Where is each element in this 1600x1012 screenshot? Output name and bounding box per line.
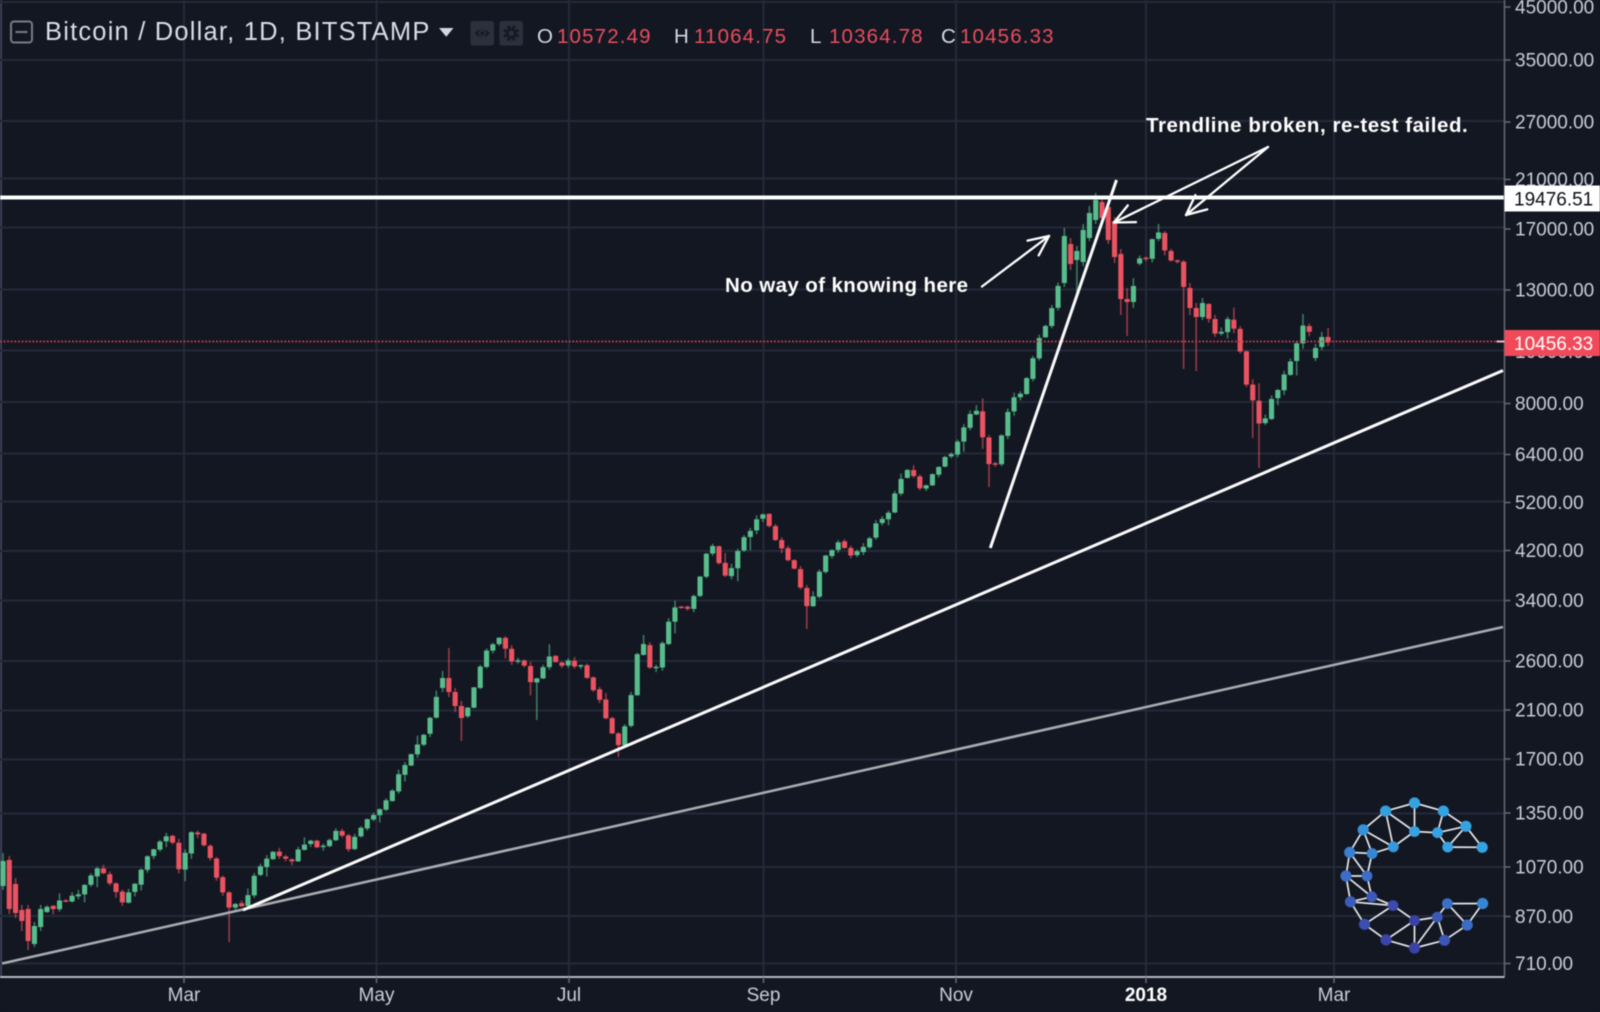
svg-text:H: H (674, 25, 689, 48)
svg-text:Mar: Mar (1318, 985, 1351, 1006)
svg-text:10572.49: 10572.49 (557, 25, 652, 48)
svg-text:May: May (359, 985, 395, 1006)
svg-text:2100.00: 2100.00 (1515, 701, 1584, 722)
svg-text:6400.00: 6400.00 (1515, 445, 1584, 466)
svg-text:870.00: 870.00 (1515, 907, 1573, 928)
svg-text:C: C (941, 25, 956, 48)
svg-text:Nov: Nov (939, 985, 973, 1006)
svg-text:2600.00: 2600.00 (1515, 652, 1584, 673)
svg-text:2018: 2018 (1125, 985, 1167, 1006)
svg-text:1350.00: 1350.00 (1515, 804, 1584, 825)
svg-text:5200.00: 5200.00 (1515, 493, 1584, 514)
svg-text:19476.51: 19476.51 (1514, 190, 1593, 211)
svg-text:11064.75: 11064.75 (694, 25, 787, 48)
svg-text:L: L (810, 25, 821, 48)
svg-text:710.00: 710.00 (1515, 954, 1573, 975)
svg-text:13000.00: 13000.00 (1515, 281, 1594, 302)
svg-text:10456.33: 10456.33 (1514, 334, 1593, 355)
svg-text:17000.00: 17000.00 (1515, 220, 1594, 241)
svg-text:Jul: Jul (557, 985, 581, 1006)
svg-text:Mar: Mar (168, 985, 201, 1006)
svg-text:4200.00: 4200.00 (1515, 541, 1584, 562)
svg-text:O: O (537, 25, 553, 48)
svg-text:1700.00: 1700.00 (1515, 750, 1584, 771)
svg-text:10364.78: 10364.78 (829, 25, 924, 48)
svg-text:1070.00: 1070.00 (1515, 858, 1584, 879)
svg-text:8000.00: 8000.00 (1515, 394, 1584, 415)
svg-text:No way of knowing here: No way of knowing here (725, 274, 968, 297)
svg-text:Trendline broken, re-test fail: Trendline broken, re-test failed. (1146, 114, 1468, 137)
svg-text:Sep: Sep (747, 985, 781, 1006)
svg-text:3400.00: 3400.00 (1515, 591, 1584, 612)
svg-text:27000.00: 27000.00 (1515, 113, 1594, 134)
svg-text:10456.33: 10456.33 (960, 25, 1055, 48)
svg-text:Bitcoin / Dollar, 1D, BITSTAMP: Bitcoin / Dollar, 1D, BITSTAMP (45, 18, 431, 46)
svg-text:35000.00: 35000.00 (1515, 51, 1594, 72)
svg-text:45000.00: 45000.00 (1515, 0, 1594, 19)
